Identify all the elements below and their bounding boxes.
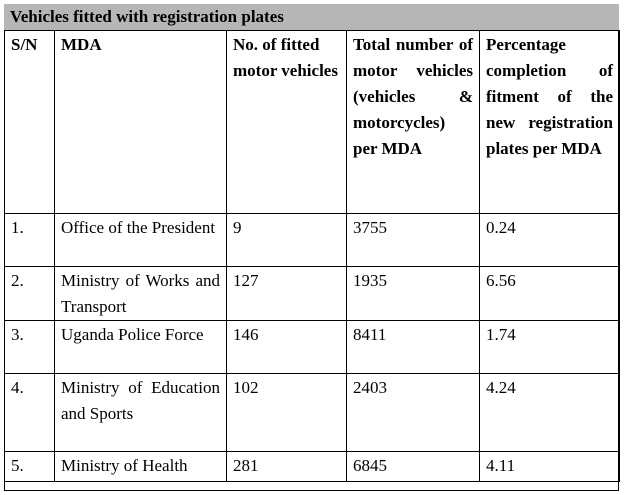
cell-total: 1935 [346,266,480,321]
cell-sn: 2. [4,266,55,321]
cell-fitted: 9 [226,213,347,267]
cell-fitted: 146 [226,320,347,374]
cell-total: 6845 [346,451,480,482]
cell-percentage: 1.74 [479,320,620,374]
cell-mda: Ministry of Works and Transport [54,266,227,321]
table-row: 4. Ministry of Education and Sports 102 … [4,373,620,452]
table-row: 1. Office of the President 9 3755 0.24 [4,213,620,267]
header-mda: MDA [54,30,227,214]
cell-sn: 4. [4,373,55,452]
cell-percentage: 0.24 [479,213,620,267]
cell-mda: Ministry of Education and Sports [54,373,227,452]
table-title: Vehicles fitted with registration plates [4,4,619,31]
cell-fitted: 127 [226,266,347,321]
cell-percentage: 6.56 [479,266,620,321]
cell-percentage: 4.11 [479,451,620,482]
cell-fitted: 281 [226,451,347,482]
cell-total: 2403 [346,373,480,452]
table-row: 3. Uganda Police Force 146 8411 1.74 [4,320,620,374]
cell-sn: 5. [4,451,55,482]
cell-mda: Ministry of Health [54,451,227,482]
table-row: 5. Ministry of Health 281 6845 4.11 [4,451,620,482]
cell-mda: Office of the President [54,213,227,267]
registration-plates-table: S/N MDA No. of fitted motor vehicles Tot… [4,30,620,482]
header-total: Total number of motor vehicles (vehicles… [346,30,480,214]
header-percentage: Percentage completion of fitment of the … [479,30,620,214]
cell-mda: Uganda Police Force [54,320,227,374]
cell-total: 8411 [346,320,480,374]
cell-sn: 1. [4,213,55,267]
table-row: 2. Ministry of Works and Transport 127 1… [4,266,620,321]
header-row: S/N MDA No. of fitted motor vehicles Tot… [4,30,620,214]
header-fitted: No. of fitted motor vehicles [226,30,347,214]
cell-fitted: 102 [226,373,347,452]
cell-total: 3755 [346,213,480,267]
cell-percentage: 4.24 [479,373,620,452]
cell-sn: 3. [4,320,55,374]
header-sn: S/N [4,30,55,214]
